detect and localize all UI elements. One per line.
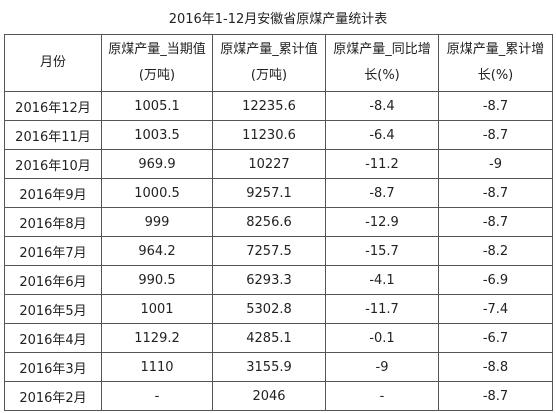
table-cell: 2016年12月: [4, 91, 102, 121]
table-cell: 7257.5: [212, 236, 326, 266]
table-row: 2016年5月 1001 5302.8 -11.7 -7.4: [4, 294, 553, 324]
table-cell: -8.7: [438, 381, 553, 411]
header-cell: 月份: [4, 34, 102, 92]
table-cell: 5302.8: [212, 294, 326, 324]
table-cell: 11230.6: [212, 120, 326, 150]
table-cell: 2016年3月: [4, 352, 102, 382]
table-row: 2016年7月 964.2 7257.5 -15.7 -8.2: [4, 236, 553, 266]
table-row: 2016年2月 -2046- -8.7: [4, 381, 553, 411]
table-body: 2016年12月 1005.1 12235.6 -8.4 -8.7 2016年11月 100…: [4, 91, 553, 411]
header-text: 原煤产量_累计值: [220, 42, 318, 57]
header-text: (万吨): [138, 68, 176, 83]
header-text: 原煤产量_同比增: [333, 42, 431, 57]
table-cell: 1001: [101, 294, 213, 324]
table-row: 2016年9月 1000.5 9257.1 -8.7 -8.7: [4, 178, 553, 208]
table-cell: 2046: [212, 381, 326, 411]
table-title: 2016年1-12月安徽省原煤产量统计表: [168, 12, 388, 27]
table-cell: 1129.2: [101, 323, 213, 353]
table-cell: -8.7: [325, 178, 439, 208]
header-row: 月份 原煤产量_当期值 (万吨) 原煤产量_累计值 (万吨) 原煤产量_同比增 长(%) 原煤…: [4, 34, 553, 92]
table-cell: 2016年6月: [4, 265, 102, 295]
table-cell: 999: [101, 207, 213, 237]
table-cell: 1110: [101, 352, 213, 382]
table-cell: 964.2: [101, 236, 213, 266]
header-text: 月份: [39, 55, 66, 70]
table-cell: -8.7: [438, 178, 553, 208]
table-cell: 6293.3: [212, 265, 326, 295]
table-cell: -6.4: [325, 120, 439, 150]
table-cell: -: [325, 381, 439, 411]
table-cell: 12235.6: [212, 91, 326, 121]
header-cell: 原煤产量_同比增 长(%): [325, 34, 439, 92]
table-cell: -11.7: [325, 294, 439, 324]
table-cell: 2016年8月: [4, 207, 102, 237]
table-cell: 9257.1: [212, 178, 326, 208]
table-cell: 10227: [212, 149, 326, 179]
table-cell: -8.7: [438, 207, 553, 237]
table-cell: -9: [438, 149, 553, 179]
table-cell: 969.9: [101, 149, 213, 179]
table-cell: 1000.5: [101, 178, 213, 208]
table-cell: 990.5: [101, 265, 213, 295]
table-cell: 1003.5: [101, 120, 213, 150]
table-row: 2016年6月 990.5 6293.3 -4.1 -6.9: [4, 265, 553, 295]
table-cell: -8.4: [325, 91, 439, 121]
table-cell: -11.2: [325, 149, 439, 179]
table-cell: 2016年7月: [4, 236, 102, 266]
table-cell: -6.9: [438, 265, 553, 295]
header-text: 原煤产量_累计增: [446, 42, 545, 57]
table-row: 2016年10月 969.9 10227 -11.2 -9: [4, 149, 553, 179]
header-text: 长(%): [477, 68, 514, 83]
table-cell: 3155.9: [212, 352, 326, 382]
table-cell: 2016年11月: [4, 120, 102, 150]
table-cell: -7.4: [438, 294, 553, 324]
table-cell: -8.8: [438, 352, 553, 382]
header-cell: 原煤产量_累计值 (万吨): [212, 34, 326, 92]
header-text: (万吨): [250, 68, 288, 83]
data-table: 月份 原煤产量_当期值 (万吨) 原煤产量_累计值 (万吨) 原煤产量_同比增 长(%) 原煤…: [4, 34, 553, 411]
table-cell: -15.7: [325, 236, 439, 266]
table-cell: 2016年10月: [4, 149, 102, 179]
header-text: 长(%): [364, 68, 400, 83]
header-cell: 原煤产量_累计增 长(%): [438, 34, 553, 92]
table-cell: -: [101, 381, 213, 411]
table-cell: -8.7: [438, 91, 553, 121]
table-cell: -6.7: [438, 323, 553, 353]
table-cell: 2016年4月: [4, 323, 102, 353]
header-text: 原煤产量_当期值: [108, 42, 206, 57]
table-cell: -8.2: [438, 236, 553, 266]
table-row: 2016年3月 1110 3155.9 -9 -8.8: [4, 352, 553, 382]
table-cell: 2016年2月: [4, 381, 102, 411]
table-cell: -4.1: [325, 265, 439, 295]
table-row: 2016年11月 1003.5 11230.6 -6.4 -8.7: [4, 120, 553, 150]
table-cell: 4285.1: [212, 323, 326, 353]
table-cell: 2016年5月: [4, 294, 102, 324]
table-cell: -0.1: [325, 323, 439, 353]
header-cell: 原煤产量_当期值 (万吨): [101, 34, 213, 92]
table-cell: -12.9: [325, 207, 439, 237]
table-row: 2016年12月 1005.1 12235.6 -8.4 -8.7: [4, 91, 553, 121]
table-row: 2016年4月 1129.2 4285.1 -0.1 -6.7: [4, 323, 553, 353]
table-cell: -9: [325, 352, 439, 382]
table-cell: 2016年9月: [4, 178, 102, 208]
table-cell: 8256.6: [212, 207, 326, 237]
table-cell: -8.7: [438, 120, 553, 150]
table-row: 2016年8月 999 8256.6 -12.9 -8.7: [4, 207, 553, 237]
table-cell: 1005.1: [101, 91, 213, 121]
